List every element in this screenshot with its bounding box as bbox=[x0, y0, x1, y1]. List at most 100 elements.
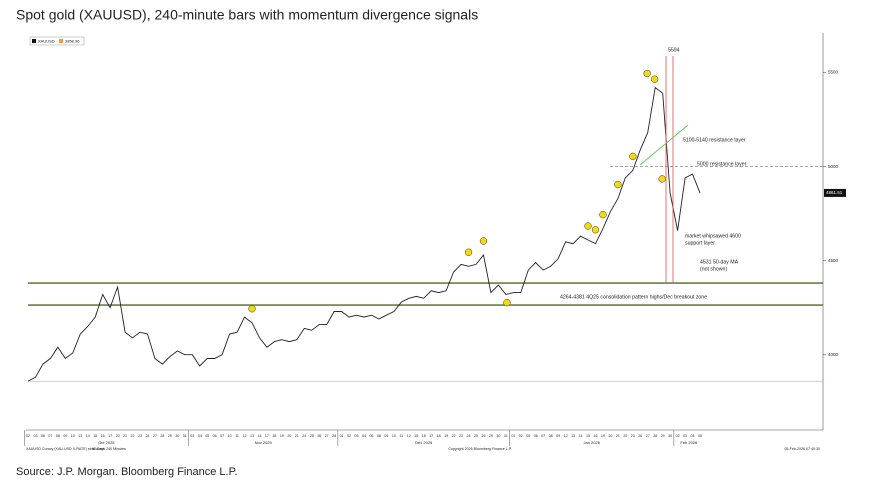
x-tick-label: 12 bbox=[243, 434, 247, 438]
x-tick-label: 02 bbox=[347, 434, 351, 438]
y-tick-label: 5000 bbox=[828, 164, 839, 169]
x-tick-label: 26 bbox=[317, 434, 321, 438]
x-tick-label: 13 bbox=[571, 434, 575, 438]
x-tick-label: 26 bbox=[481, 434, 485, 438]
x-tick-label: 02 bbox=[676, 434, 680, 438]
month-label: Dec 2025 bbox=[415, 440, 433, 445]
chart-title: Spot gold (XAUUSD), 240-minute bars with… bbox=[16, 7, 478, 23]
x-tick-label: 10 bbox=[392, 434, 396, 438]
x-tick-label: 06 bbox=[534, 434, 538, 438]
footer-text: 05-Feb-2026 07:40:30 bbox=[784, 447, 820, 451]
trend-line bbox=[639, 124, 689, 166]
signal-marker bbox=[643, 69, 651, 78]
legend-label: 3858.96 bbox=[65, 39, 80, 44]
x-tick-label: 25 bbox=[310, 434, 314, 438]
legend-label: XAUUSD bbox=[38, 39, 55, 44]
legend-box bbox=[29, 36, 85, 46]
last-price-tag bbox=[824, 188, 846, 197]
x-tick-label: 20 bbox=[287, 434, 291, 438]
x-tick-label: 30 bbox=[175, 434, 179, 438]
x-tick-label: 27 bbox=[646, 434, 650, 438]
month-label: Nov 2025 bbox=[255, 440, 273, 445]
x-tick-label: 01 bbox=[511, 434, 515, 438]
x-tick-label: 16 bbox=[422, 434, 426, 438]
x-tick-label: 30 bbox=[496, 434, 500, 438]
x-tick-label: 03 bbox=[683, 434, 687, 438]
x-tick-label: 02 bbox=[26, 434, 30, 438]
x-tick-label: 03 bbox=[190, 434, 194, 438]
annotation: support layer bbox=[685, 240, 715, 246]
x-tick-label: 21 bbox=[616, 434, 620, 438]
annotation: (not shown) bbox=[700, 266, 727, 272]
x-tick-label: 28 bbox=[160, 434, 164, 438]
x-tick-label: 13 bbox=[250, 434, 254, 438]
x-tick-label: 18 bbox=[437, 434, 441, 438]
x-tick-label: 31 bbox=[504, 434, 508, 438]
x-tick-label: 15 bbox=[414, 434, 418, 438]
signal-marker bbox=[248, 305, 256, 313]
x-tick-label: 12 bbox=[564, 434, 568, 438]
x-tick-label: 15 bbox=[586, 434, 590, 438]
x-tick-label: 13 bbox=[78, 434, 82, 438]
x-tick-label: 26 bbox=[638, 434, 642, 438]
x-tick-label: 24 bbox=[467, 434, 471, 438]
x-tick-label: 08 bbox=[549, 434, 553, 438]
x-tick-label: 12 bbox=[407, 434, 411, 438]
x-tick-label: 03 bbox=[33, 434, 37, 438]
signal-marker bbox=[658, 175, 666, 183]
x-tick-label: 14 bbox=[579, 434, 583, 438]
footer-text: Copyright 2026 Bloomberg Finance L.P. bbox=[448, 447, 512, 451]
x-tick-label: 09 bbox=[556, 434, 560, 438]
signal-marker bbox=[599, 211, 607, 219]
signal-marker bbox=[651, 75, 659, 83]
footer-text: XAUUSD Curncy (XAU-USD X-RATE) strat cha… bbox=[26, 447, 104, 451]
signal-marker bbox=[591, 226, 600, 234]
x-tick-label: 08 bbox=[56, 434, 60, 438]
x-tick-label: 16 bbox=[593, 434, 597, 438]
x-tick-label: 31 bbox=[183, 434, 187, 438]
x-tick-label: 17 bbox=[429, 434, 433, 438]
signal-marker bbox=[464, 248, 473, 256]
x-tick-label: 07 bbox=[541, 434, 545, 438]
x-tick-label: 09 bbox=[384, 434, 388, 438]
x-tick-label: 18 bbox=[272, 434, 276, 438]
x-tick-label: 25 bbox=[474, 434, 478, 438]
x-tick-label: 01 bbox=[340, 434, 344, 438]
x-tick-label: 05 bbox=[526, 434, 530, 438]
price-line bbox=[27, 86, 701, 382]
signal-marker bbox=[479, 237, 488, 245]
x-tick-label: 17 bbox=[265, 434, 269, 438]
x-tick-label: 22 bbox=[623, 434, 627, 438]
x-tick-label: 10 bbox=[228, 434, 232, 438]
x-tick-label: 28 bbox=[332, 434, 336, 438]
month-label: Oct 2025 bbox=[98, 440, 115, 445]
x-tick-label: 17 bbox=[108, 434, 112, 438]
x-tick-label: 30 bbox=[668, 434, 672, 438]
x-tick-label: 07 bbox=[220, 434, 224, 438]
x-tick-label: 27 bbox=[325, 434, 329, 438]
y-tick-label: 5500 bbox=[828, 70, 839, 75]
x-tick-label: 04 bbox=[362, 434, 366, 438]
annotation: 4264-4381 4Q25 consolidation pattern hig… bbox=[560, 294, 707, 300]
x-tick-label: 19 bbox=[444, 434, 448, 438]
x-tick-label: 14 bbox=[257, 434, 261, 438]
x-tick-label: 29 bbox=[489, 434, 493, 438]
signal-marker bbox=[614, 180, 622, 189]
x-tick-label: 09 bbox=[63, 434, 67, 438]
month-label: Feb 2026 bbox=[680, 440, 698, 445]
x-tick-label: 29 bbox=[168, 434, 172, 438]
x-tick-label: 08 bbox=[377, 434, 381, 438]
annotation: 5594 bbox=[668, 47, 680, 53]
x-tick-label: 11 bbox=[399, 434, 403, 438]
x-tick-label: 07 bbox=[48, 434, 52, 438]
x-tick-label: 06 bbox=[213, 434, 217, 438]
month-label: Jan 2026 bbox=[583, 440, 600, 445]
x-tick-label: 23 bbox=[459, 434, 463, 438]
annotation: market whipsawed 4600 bbox=[685, 233, 741, 239]
x-tick-label: 20 bbox=[608, 434, 612, 438]
annotation: 5000 resistance layer bbox=[697, 161, 747, 167]
legend-swatch bbox=[32, 39, 36, 43]
x-tick-label: 06 bbox=[41, 434, 45, 438]
x-tick-label: 19 bbox=[280, 434, 284, 438]
